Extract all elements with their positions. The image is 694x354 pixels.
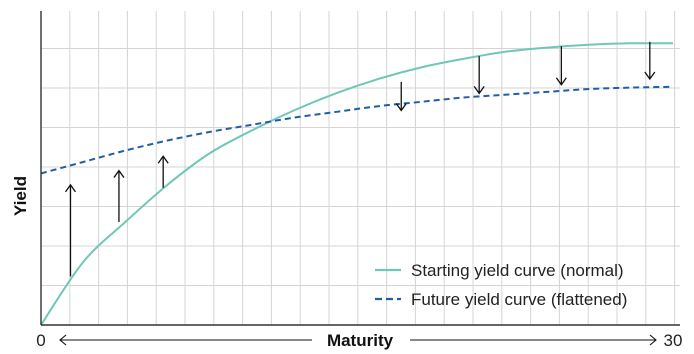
shift-arrow-up <box>157 155 169 188</box>
x-tick-label-end: 30 <box>664 331 683 350</box>
series-line-future-curve <box>40 85 674 175</box>
x-axis-arrows <box>59 334 657 346</box>
series-line-starting-curve <box>40 42 674 326</box>
shift-arrow-up <box>113 169 125 223</box>
shift-arrow-head <box>113 169 125 178</box>
axes <box>40 11 680 326</box>
shift-arrow-down <box>395 81 407 112</box>
shift-arrow-head <box>64 183 77 193</box>
shift-arrow-up <box>64 183 77 277</box>
shift-arrow-head <box>395 103 407 112</box>
shift-arrow-head <box>473 85 485 95</box>
y-axis-title: Yield <box>11 176 30 216</box>
shift-arrows <box>64 41 656 277</box>
series-layer <box>40 42 674 326</box>
shift-arrow-head <box>555 77 567 86</box>
shift-arrow-head <box>644 71 656 81</box>
grid <box>41 11 680 325</box>
legend: Starting yield curve (normal) Future yie… <box>375 261 627 309</box>
x-tick-label-start: 0 <box>36 331 45 350</box>
shift-arrow-down <box>644 41 656 81</box>
x-axis-arrow-right-head <box>649 334 657 346</box>
shift-arrow-down <box>555 46 567 86</box>
legend-label-future-curve: Future yield curve (flattened) <box>411 290 627 309</box>
x-axis-arrow-left-head <box>59 334 67 346</box>
shift-arrow-down <box>473 56 485 95</box>
shift-arrow-head <box>157 155 169 164</box>
x-axis-title: Maturity <box>327 331 394 350</box>
legend-label-starting-curve: Starting yield curve (normal) <box>411 261 624 280</box>
